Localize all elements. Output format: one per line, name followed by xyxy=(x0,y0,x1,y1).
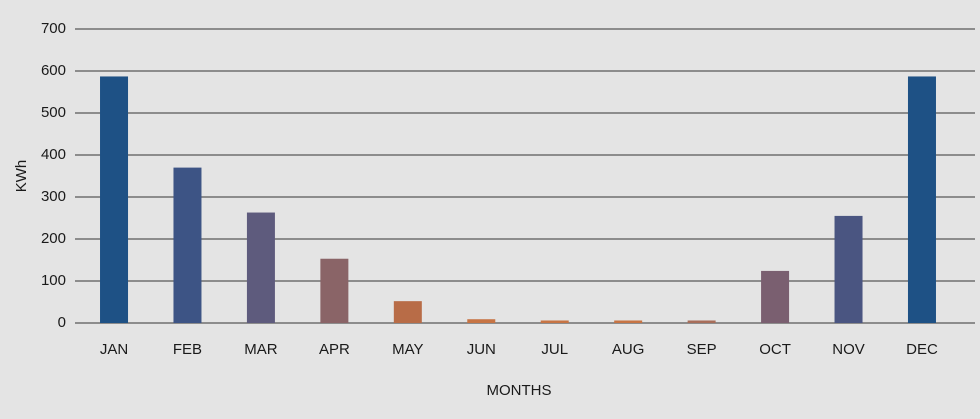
y-axis-label: KWh xyxy=(13,160,30,193)
x-tick-label: MAY xyxy=(392,341,423,358)
bar xyxy=(246,212,275,323)
x-tick-label: MAR xyxy=(244,341,278,358)
bar xyxy=(540,320,569,323)
bar xyxy=(687,320,716,323)
y-tick-label: 300 xyxy=(41,188,66,205)
bar xyxy=(320,258,349,323)
x-tick-label: OCT xyxy=(759,341,791,358)
bar xyxy=(467,319,496,323)
bar xyxy=(100,76,129,324)
x-tick-label: APR xyxy=(319,341,350,358)
y-tick-label: 700 xyxy=(41,20,66,37)
x-axis-label: MONTHS xyxy=(487,382,552,399)
y-tick-label: 0 xyxy=(58,314,66,331)
x-tick-label: NOV xyxy=(832,341,865,358)
bar xyxy=(761,270,790,323)
x-tick-label: JAN xyxy=(100,341,128,358)
bar xyxy=(834,215,863,323)
x-tick-label: JUN xyxy=(467,341,496,358)
y-tick-label: 400 xyxy=(41,146,66,163)
bar xyxy=(614,320,643,323)
bar xyxy=(907,76,936,324)
bar xyxy=(393,301,422,323)
x-tick-label: DEC xyxy=(906,341,938,358)
x-tick-label: SEP xyxy=(687,341,717,358)
bar xyxy=(173,167,202,323)
x-tick-label: FEB xyxy=(173,341,202,358)
y-tick-label: 600 xyxy=(41,62,66,79)
y-tick-label: 200 xyxy=(41,230,66,247)
x-tick-label: AUG xyxy=(612,341,645,358)
y-tick-label: 100 xyxy=(41,272,66,289)
y-tick-label: 500 xyxy=(41,104,66,121)
x-tick-label: JUL xyxy=(541,341,568,358)
